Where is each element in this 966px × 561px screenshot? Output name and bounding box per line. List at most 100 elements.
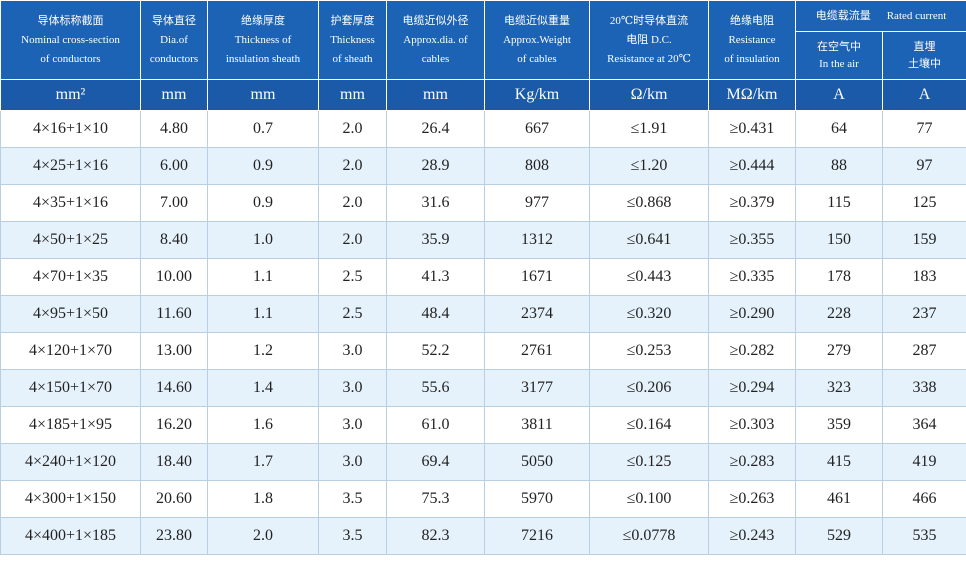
data-cell: 2761 <box>484 332 590 370</box>
header-text: 在空气中 <box>817 40 861 53</box>
data-cell: 0.9 <box>207 147 319 185</box>
data-cell: 4×400+1×185 <box>0 517 141 555</box>
header-row: 在空气中 In the air 直埋 土壤中 <box>1 31 966 80</box>
column-header: 电缆近似重量 Approx.Weight of cables <box>484 0 590 80</box>
data-cell: 2.0 <box>207 517 319 555</box>
data-cell: 6.00 <box>140 147 208 185</box>
data-cell: 2.5 <box>318 258 387 296</box>
data-cell: 4×120+1×70 <box>0 332 141 370</box>
data-cell: 1.7 <box>207 443 319 481</box>
table-header: 导体标称截面 Nominal cross-section of conductors… <box>0 0 966 111</box>
data-cell: 77 <box>882 110 966 148</box>
data-cell: ≤1.91 <box>589 110 709 148</box>
column-header: 导体直径 Dia.of conductors <box>140 0 208 80</box>
data-cell: 183 <box>882 258 966 296</box>
header-text: 导体直径 <box>152 14 196 27</box>
header-row: 导体标称截面 Nominal cross-section of conductors… <box>0 0 966 80</box>
data-cell: 14.60 <box>140 369 208 407</box>
data-row: 4×25+1×16 6.00 0.9 2.0 28.9 808 ≤1.20 ≥0.444 88 9… <box>0 147 966 185</box>
header-text: of sheath <box>332 52 373 65</box>
header-text: Thickness of <box>234 33 292 46</box>
header-text: 导体标称截面 <box>37 14 104 27</box>
data-cell: 88 <box>795 147 883 185</box>
header-text: Dia.of <box>160 33 188 46</box>
data-cell: 159 <box>882 221 966 259</box>
data-cell: 667 <box>484 110 590 148</box>
data-row: 4×70+1×35 10.00 1.1 2.5 41.3 1671 ≤0.443 ≥0.335… <box>0 258 966 296</box>
data-cell: 3.5 <box>318 480 387 518</box>
data-cell: 3.0 <box>318 443 387 481</box>
data-cell: 35.9 <box>386 221 485 259</box>
data-cell: 20.60 <box>140 480 208 518</box>
data-cell: 0.7 <box>207 110 319 148</box>
data-cell: 3.5 <box>318 517 387 555</box>
data-row: 4×120+1×70 13.00 1.2 3.0 52.2 2761 ≤0.253 ≥0.28… <box>0 332 966 370</box>
data-cell: 5970 <box>484 480 590 518</box>
data-row: 4×35+1×16 7.00 0.9 2.0 31.6 977 ≤0.868 ≥0.379 11… <box>0 184 966 222</box>
data-row: 4×240+1×120 18.40 1.7 3.0 69.4 5050 ≤0.125 ≥0.2… <box>0 443 966 481</box>
data-cell: 69.4 <box>386 443 485 481</box>
data-row: 4×300+1×150 20.60 1.8 3.5 75.3 5970 ≤0.100 ≥0.2… <box>0 480 966 518</box>
data-cell: ≤0.641 <box>589 221 709 259</box>
unit-cell: Kg/km <box>484 79 590 111</box>
data-cell: 4×300+1×150 <box>0 480 141 518</box>
data-cell: 2.0 <box>318 110 387 148</box>
data-cell: 2.0 <box>318 221 387 259</box>
data-row: 4×150+1×70 14.60 1.4 3.0 55.6 3177 ≤0.206 ≥0.29… <box>0 369 966 407</box>
data-cell: 2374 <box>484 295 590 333</box>
data-cell: 461 <box>795 480 883 518</box>
data-cell: 1.8 <box>207 480 319 518</box>
data-cell: 3.0 <box>318 406 387 444</box>
data-cell: ≤0.0778 <box>589 517 709 555</box>
data-cell: 41.3 <box>386 258 485 296</box>
data-cell: ≤0.868 <box>589 184 709 222</box>
data-cell: ≤0.443 <box>589 258 709 296</box>
column-header: 绝缘电阻 Resistance of insulation <box>708 0 796 80</box>
data-row: 4×50+1×25 8.40 1.0 2.0 35.9 1312 ≤0.641 ≥0.355 1… <box>0 221 966 259</box>
data-cell: 52.2 <box>386 332 485 370</box>
header-text: cables <box>421 52 450 65</box>
unit-cell: mm <box>140 79 208 111</box>
data-row: 4×95+1×50 11.60 1.1 2.5 48.4 2374 ≤0.320 ≥0.290… <box>0 295 966 333</box>
data-cell: 3.0 <box>318 332 387 370</box>
column-header: 电缆近似外径 Approx.dia. of cables <box>386 0 485 80</box>
header-text: 绝缘厚度 <box>241 14 285 27</box>
data-cell: ≤0.100 <box>589 480 709 518</box>
data-cell: 4×240+1×120 <box>0 443 141 481</box>
data-row: 4×400+1×185 23.80 2.0 3.5 82.3 7216 ≤0.0778 ≥0.… <box>0 517 966 555</box>
data-cell: 75.3 <box>386 480 485 518</box>
header-text: 电缆近似外径 <box>402 14 469 27</box>
data-cell: 125 <box>882 184 966 222</box>
data-cell: 4×185+1×95 <box>0 406 141 444</box>
header-text: of cables <box>517 52 557 65</box>
data-cell: 31.6 <box>386 184 485 222</box>
header-text: Approx.dia. of <box>403 33 468 46</box>
data-cell: 55.6 <box>386 369 485 407</box>
data-cell: 97 <box>882 147 966 185</box>
column-header: 护套厚度 Thickness of sheath <box>318 0 387 80</box>
unit-cell: Ω/km <box>589 79 709 111</box>
data-cell: ≥0.290 <box>708 295 796 333</box>
data-cell: 415 <box>795 443 883 481</box>
data-cell: 8.40 <box>140 221 208 259</box>
data-cell: 3177 <box>484 369 590 407</box>
unit-cell: mm <box>207 79 319 111</box>
data-cell: ≤1.20 <box>589 147 709 185</box>
header-text: Resistance at 20℃ <box>607 52 691 65</box>
data-cell: ≥0.283 <box>708 443 796 481</box>
data-cell: 64 <box>795 110 883 148</box>
data-cell: 1.0 <box>207 221 319 259</box>
header-text: conductors <box>149 52 199 65</box>
data-cell: 61.0 <box>386 406 485 444</box>
header-text: Approx.Weight <box>503 33 571 46</box>
column-header: 绝缘厚度 Thickness of insulation sheath <box>207 0 319 80</box>
data-cell: 5050 <box>484 443 590 481</box>
header-text: Rated current <box>886 9 947 22</box>
data-cell: 466 <box>882 480 966 518</box>
data-cell: 4×70+1×35 <box>0 258 141 296</box>
data-cell: 359 <box>795 406 883 444</box>
header-text: 护套厚度 <box>330 14 375 27</box>
data-cell: 178 <box>795 258 883 296</box>
